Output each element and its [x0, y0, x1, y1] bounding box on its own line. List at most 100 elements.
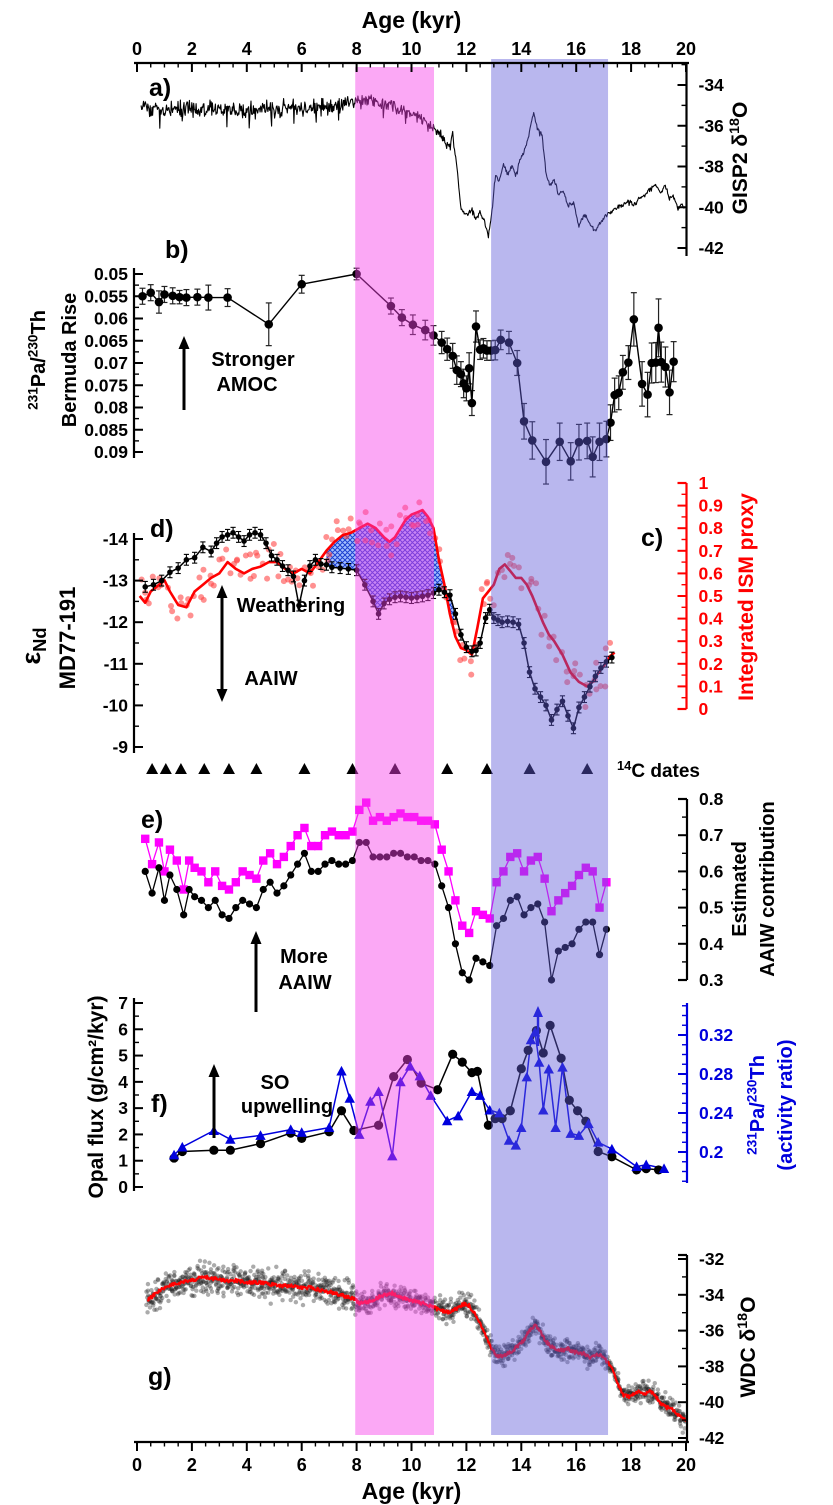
y-tick-label: -13 [103, 571, 129, 591]
x-tick-label: 10 [401, 1455, 421, 1475]
x-tick-label: 20 [676, 39, 696, 59]
c14-date-triangle [389, 763, 402, 774]
more-aaiw-arrow [250, 931, 262, 944]
data-layer [138, 94, 688, 1435]
y-axis-title: 231Pa/230Th [744, 1055, 769, 1155]
annotation-layer: Stronger AMOC Weathering AAIW More AAIW SOupwe… [141, 74, 700, 1391]
y-tick-label: 2 [118, 1124, 128, 1144]
more-aaiw-label: More [280, 946, 328, 968]
panel-letter-cd: d) [150, 515, 174, 543]
c14-date-triangle [480, 763, 493, 774]
x-axis-title: Age (kyr) [362, 7, 462, 33]
y-tick-label: -14 [103, 529, 129, 549]
x-tick-label: 20 [676, 1455, 696, 1475]
c14-date-triangle [346, 763, 359, 774]
panel-letter-e: e) [141, 806, 163, 834]
x-tick-label: 0 [132, 39, 142, 59]
opal-path-series [168, 1006, 670, 1175]
x-tick-label: 4 [242, 1455, 252, 1475]
c14-date-triangle [159, 763, 172, 774]
y-tick-label: 0.7 [699, 541, 723, 561]
y-tick-label: 0.08 [94, 398, 128, 418]
y-tick-label: -36 [699, 116, 725, 136]
x-tick-label: 16 [566, 1455, 586, 1475]
c14-date-triangle [146, 763, 159, 774]
c14-dates-label: 14C dates [617, 758, 700, 782]
x-tick-label: 14 [511, 39, 531, 59]
c14-date-triangle [250, 763, 263, 774]
c14-date-triangle [298, 763, 311, 774]
y-axis-title: MD77-191 [55, 587, 80, 690]
y-axis-title: Integrated ISM proxy [735, 493, 758, 701]
y-tick-label: 0.07 [94, 353, 128, 373]
y-tick-label: 1 [699, 473, 709, 493]
x-tick-label: 18 [621, 1455, 641, 1475]
y-tick-label: -32 [699, 1249, 725, 1269]
x-tick-label: 16 [566, 39, 586, 59]
x-tick-label: 6 [297, 1455, 307, 1475]
x-tick-label: 6 [297, 39, 307, 59]
stronger-amoc-label: Stronger [211, 349, 295, 371]
c14-date-markers [146, 763, 594, 774]
y-tick-label: 6 [118, 1019, 128, 1039]
y-tick-label: 3 [118, 1098, 128, 1118]
panel-letter-a: a) [149, 74, 171, 102]
x-tick-label: 4 [242, 39, 252, 59]
y-tick-label: 0.5 [699, 898, 724, 918]
x-tick-label: 10 [401, 39, 421, 59]
y-tick-label: -40 [699, 1392, 725, 1412]
y-tick-label: 0.32 [699, 1025, 733, 1045]
so-upwelling-label: SO [261, 1072, 290, 1094]
pink-highlight-band [355, 67, 435, 1435]
y-tick-label: 0.6 [699, 861, 724, 881]
x-axis-title: Age (kyr) [362, 1478, 462, 1504]
y-tick-label: -40 [699, 197, 725, 217]
blue-highlight-band [491, 59, 609, 1435]
c14-date-triangle [222, 763, 235, 774]
y-tick-label: -38 [699, 1356, 725, 1376]
y-tick-label: 0.2 [699, 654, 724, 674]
y-tick-label: 0 [699, 699, 709, 719]
y-tick-label: 0.5 [699, 586, 724, 606]
c14-date-triangle [581, 763, 594, 774]
y-tick-label: 0.8 [699, 518, 724, 538]
y-tick-label: 0.085 [84, 420, 128, 440]
y-tick-label: 0.1 [699, 676, 724, 696]
x-tick-label: 12 [456, 1455, 476, 1475]
y-tick-label: 0.4 [699, 934, 724, 954]
gisp2-series [140, 94, 686, 239]
y-tick-label: 0.2 [699, 1142, 724, 1162]
y-tick-label: 4 [118, 1072, 128, 1092]
weathering-aaiw-arrow [216, 585, 228, 598]
c14-date-triangle [523, 763, 536, 774]
x-tick-label: 2 [187, 39, 197, 59]
weathering-aaiw-label: Weathering [237, 595, 346, 617]
y-tick-label: -42 [699, 1428, 725, 1448]
gisp2-line [140, 94, 686, 239]
wdc-series [144, 1258, 688, 1435]
y-tick-label: -9 [112, 737, 128, 757]
pa-th-bermuda-series [138, 267, 678, 485]
y-axis-title: GISP2 δ18O [727, 102, 752, 215]
y-tick-label: 0.3 [699, 970, 724, 990]
stronger-amoc-label: AMOC [216, 374, 277, 396]
y-tick-label: 0.9 [699, 496, 724, 516]
weathering-aaiw-label: AAIW [244, 668, 297, 690]
y-tick-label: 0.065 [84, 331, 128, 351]
y-axis-title: 231Pa/230Th [25, 310, 50, 410]
y-tick-label: 0.09 [94, 442, 128, 462]
y-tick-label: 7 [118, 993, 128, 1013]
c14-date-triangle [441, 763, 454, 774]
y-tick-label: 5 [118, 1046, 128, 1066]
y-tick-label: -12 [103, 612, 129, 632]
more-aaiw-label: AAIW [278, 972, 331, 994]
x-tick-label: 12 [456, 39, 476, 59]
so-upwelling-label: upwelling [241, 1096, 333, 1118]
stronger-amoc-arrow [178, 336, 190, 349]
ism-eNd-series [138, 499, 616, 735]
x-tick-label: 18 [621, 39, 641, 59]
y-axis-title: AAIW contribution [757, 801, 779, 977]
